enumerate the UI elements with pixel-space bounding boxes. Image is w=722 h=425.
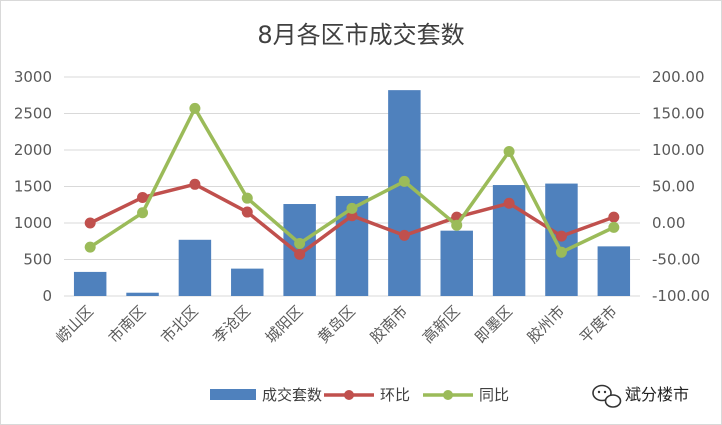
series-point <box>294 248 306 260</box>
bar <box>597 246 631 296</box>
category-label: 即墨区 <box>471 302 516 347</box>
category-label: 李沧区 <box>210 302 255 347</box>
series-point <box>137 191 149 203</box>
series-point <box>503 197 515 209</box>
right-tick-label: -50.00 <box>652 251 700 269</box>
series-point <box>84 241 96 253</box>
series-point <box>608 211 620 223</box>
legend-label-bar: 成交套数 <box>262 386 322 404</box>
left-tick-label: 2500 <box>14 105 52 123</box>
category-label: 高新区 <box>419 302 464 347</box>
legend-marker-tongbi <box>443 390 453 400</box>
bar <box>231 268 264 296</box>
category-label: 市北区 <box>157 302 202 347</box>
line-series <box>84 102 620 260</box>
legend-label-huanbi: 环比 <box>380 386 410 404</box>
right-tick-label: 0.00 <box>652 214 685 232</box>
series-point <box>608 221 620 233</box>
series-point <box>555 230 567 242</box>
left-tick-label: 500 <box>23 251 52 269</box>
left-tick-label: 3000 <box>14 68 52 86</box>
right-axis: -100.00 -50.00 0.00 50.00 100.00 150.00 200.00 <box>652 68 710 305</box>
gridlines <box>64 76 640 297</box>
series-point <box>189 178 201 190</box>
wechat-logo-icon <box>592 384 622 408</box>
series-point <box>84 217 96 229</box>
bar <box>178 239 212 296</box>
left-tick-label: 1500 <box>14 178 52 196</box>
right-tick-label: 100.00 <box>652 141 705 159</box>
series-point <box>294 237 306 249</box>
right-tick-label: 150.00 <box>652 105 705 123</box>
category-label: 胶南市 <box>367 302 412 347</box>
bar <box>388 90 421 296</box>
series-point <box>398 229 410 241</box>
left-tick-label: 2000 <box>14 141 52 159</box>
bar <box>440 230 473 296</box>
series-point <box>137 207 149 219</box>
category-label: 崂山区 <box>52 302 97 347</box>
series-point <box>398 175 410 187</box>
category-label: 胶州市 <box>524 302 569 347</box>
right-tick-label: 200.00 <box>652 68 705 86</box>
legend: 成交套数 环比 同比 <box>210 386 509 404</box>
legend-swatch-bar <box>210 389 256 400</box>
category-label: 黄岛区 <box>314 302 359 347</box>
category-label: 城阳区 <box>262 302 307 347</box>
right-tick-label: 50.00 <box>652 178 695 196</box>
series-point <box>189 102 201 114</box>
series-point <box>241 192 253 204</box>
bar <box>73 271 107 296</box>
left-tick-label: 0 <box>42 287 52 305</box>
category-label: 平度市 <box>576 302 621 347</box>
series-point <box>503 145 515 157</box>
series-point <box>451 219 463 231</box>
left-tick-label: 1000 <box>14 214 52 232</box>
series-point <box>555 246 567 258</box>
right-tick-label: -100.00 <box>652 287 710 305</box>
category-label: 市南区 <box>105 302 150 347</box>
watermark: 斌分楼市 <box>592 384 689 408</box>
legend-label-tongbi: 同比 <box>479 386 509 404</box>
chart-title: 8月各区市成交套数 <box>257 21 464 49</box>
left-axis: 0 500 1000 1500 2000 2500 3000 <box>14 68 52 305</box>
watermark-text: 斌分楼市 <box>625 385 689 404</box>
series-point <box>241 206 253 218</box>
legend-marker-huanbi <box>344 390 354 400</box>
bar <box>126 292 159 296</box>
x-axis: 崂山区 市南区 市北区 李沧区 城阳区 黄岛区 胶南市 高新区 即墨区 胶州市 平度市 <box>52 302 620 347</box>
series-point <box>346 202 358 214</box>
